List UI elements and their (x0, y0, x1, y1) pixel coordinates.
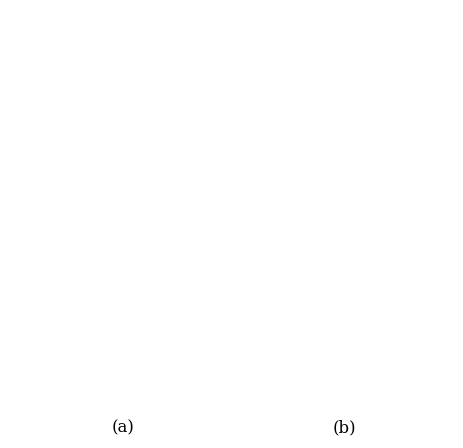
Text: (b): (b) (333, 419, 357, 436)
Text: (a): (a) (111, 419, 134, 436)
